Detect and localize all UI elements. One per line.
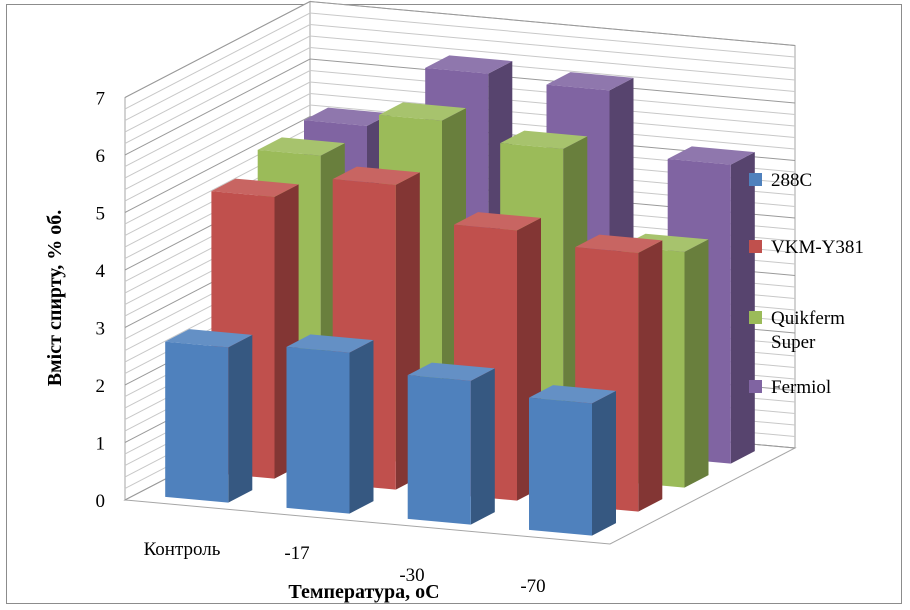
x-axis-title: Температура, оС bbox=[288, 581, 439, 603]
y-tick-label: 6 bbox=[96, 146, 106, 167]
bar bbox=[575, 234, 663, 512]
legend-swatch bbox=[749, 311, 762, 324]
bar-side bbox=[349, 340, 374, 514]
bar-top bbox=[500, 130, 588, 149]
legend-label: Quikferm bbox=[771, 308, 845, 329]
x-axis-ticks: Контроль -17 -30 -70 bbox=[144, 539, 546, 597]
bar-side bbox=[684, 239, 709, 488]
legend-label: Fermiol bbox=[771, 377, 831, 398]
legend-label: 288C bbox=[771, 170, 812, 191]
legend-label: VKM-Y381 bbox=[771, 237, 864, 258]
gridline bbox=[124, 35, 796, 133]
legend: 288C VKM-Y381 Quikferm Super Fermiol bbox=[749, 170, 864, 398]
bar-side bbox=[470, 368, 495, 525]
legend-item: 288C bbox=[749, 170, 812, 191]
y-axis-title: Вміст спирту, % об. bbox=[44, 210, 66, 387]
legend-item: Quikferm Super bbox=[749, 308, 845, 353]
bar-front bbox=[165, 341, 229, 503]
bar-top bbox=[667, 146, 755, 165]
y-tick-label: 4 bbox=[96, 261, 106, 282]
y-tick-label: 2 bbox=[96, 376, 106, 397]
bar-top bbox=[304, 107, 391, 126]
bar-top bbox=[211, 178, 299, 197]
bar-side bbox=[638, 240, 663, 512]
y-tick-label: 7 bbox=[96, 89, 106, 110]
x-tick-label: -70 bbox=[520, 576, 545, 597]
bar-top bbox=[425, 55, 513, 74]
x-tick-label: -17 bbox=[284, 543, 309, 564]
bar-top bbox=[257, 137, 345, 156]
x-tick-label: Контроль bbox=[144, 539, 221, 560]
x-tick-label: -30 bbox=[399, 565, 424, 586]
bars bbox=[165, 55, 755, 536]
y-tick-label: 1 bbox=[96, 434, 106, 455]
gridline bbox=[124, 23, 796, 121]
bar-side bbox=[730, 152, 755, 464]
bar-top bbox=[407, 362, 495, 381]
gridline bbox=[124, 46, 796, 144]
y-tick-label: 3 bbox=[96, 319, 106, 340]
legend-swatch bbox=[749, 173, 762, 186]
y-tick-label: 0 bbox=[96, 491, 106, 512]
bar-front bbox=[286, 346, 350, 514]
y-tick-label: 5 bbox=[96, 204, 106, 225]
legend-label: Super bbox=[771, 332, 816, 353]
bar bbox=[165, 329, 253, 503]
bar bbox=[407, 362, 495, 525]
bar-top bbox=[286, 334, 374, 353]
bar-top bbox=[379, 102, 466, 121]
legend-item: Fermiol bbox=[749, 377, 831, 398]
bar-top bbox=[454, 212, 541, 231]
y-axis-ticks: 0 1 2 3 4 5 6 7 bbox=[96, 89, 106, 513]
legend-swatch bbox=[749, 240, 762, 253]
bar-front bbox=[529, 397, 592, 536]
legend-item: VKM-Y381 bbox=[749, 237, 864, 258]
bar-top bbox=[165, 329, 253, 348]
bar-top bbox=[575, 234, 663, 253]
bar-top bbox=[529, 385, 616, 404]
bar-top bbox=[546, 72, 634, 91]
gridline bbox=[124, 12, 796, 110]
bar-side bbox=[592, 390, 616, 536]
bar-top bbox=[332, 166, 420, 185]
bar-front bbox=[407, 375, 471, 525]
bar bbox=[286, 334, 374, 514]
bar-side bbox=[228, 334, 253, 503]
bar bbox=[529, 385, 616, 536]
gridline bbox=[124, 0, 796, 98]
legend-swatch bbox=[749, 380, 762, 393]
